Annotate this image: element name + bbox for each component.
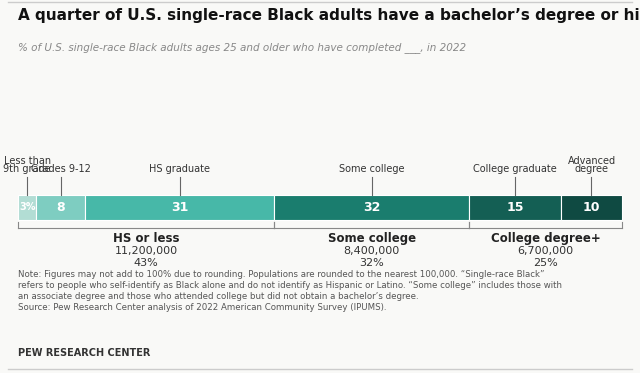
Bar bbox=[36, 195, 85, 220]
Text: Advanced: Advanced bbox=[568, 156, 616, 166]
Text: College graduate: College graduate bbox=[474, 164, 557, 174]
Text: 15: 15 bbox=[506, 201, 524, 214]
Text: 32: 32 bbox=[363, 201, 381, 214]
Text: 10: 10 bbox=[583, 201, 600, 214]
Text: % of U.S. single-race Black adults ages 25 and older who have completed ___, in : % of U.S. single-race Black adults ages … bbox=[18, 42, 466, 53]
Bar bbox=[85, 195, 275, 220]
Text: Less than: Less than bbox=[4, 156, 51, 166]
Text: 8: 8 bbox=[56, 201, 65, 214]
Bar bbox=[275, 195, 470, 220]
Text: 32%: 32% bbox=[360, 258, 384, 268]
Text: refers to people who self-identify as Black alone and do not identify as Hispani: refers to people who self-identify as Bl… bbox=[18, 281, 562, 290]
Text: A quarter of U.S. single-race Black adults have a bachelor’s degree or higher: A quarter of U.S. single-race Black adul… bbox=[18, 8, 640, 23]
Text: 43%: 43% bbox=[134, 258, 159, 268]
Text: 8,400,000: 8,400,000 bbox=[344, 246, 400, 256]
Bar bbox=[470, 195, 561, 220]
Text: degree: degree bbox=[575, 164, 609, 174]
Bar bbox=[18, 195, 36, 220]
Text: 11,200,000: 11,200,000 bbox=[115, 246, 178, 256]
Text: 31: 31 bbox=[171, 201, 188, 214]
Text: Some college: Some college bbox=[339, 164, 404, 174]
Text: HS graduate: HS graduate bbox=[149, 164, 210, 174]
Text: 9th grade: 9th grade bbox=[3, 164, 51, 174]
Text: 25%: 25% bbox=[533, 258, 558, 268]
Text: College degree+: College degree+ bbox=[491, 232, 600, 245]
Text: Source: Pew Research Center analysis of 2022 American Community Survey (IPUMS).: Source: Pew Research Center analysis of … bbox=[18, 303, 387, 312]
Bar bbox=[561, 195, 622, 220]
Text: HS or less: HS or less bbox=[113, 232, 179, 245]
Text: an associate degree and those who attended college but did not obtain a bachelor: an associate degree and those who attend… bbox=[18, 292, 419, 301]
Text: Some college: Some college bbox=[328, 232, 416, 245]
Text: Grades 9-12: Grades 9-12 bbox=[31, 164, 91, 174]
Text: Note: Figures may not add to 100% due to rounding. Populations are rounded to th: Note: Figures may not add to 100% due to… bbox=[18, 270, 545, 279]
Text: PEW RESEARCH CENTER: PEW RESEARCH CENTER bbox=[18, 348, 150, 358]
Text: 3%: 3% bbox=[19, 203, 35, 213]
Text: 6,700,000: 6,700,000 bbox=[518, 246, 574, 256]
